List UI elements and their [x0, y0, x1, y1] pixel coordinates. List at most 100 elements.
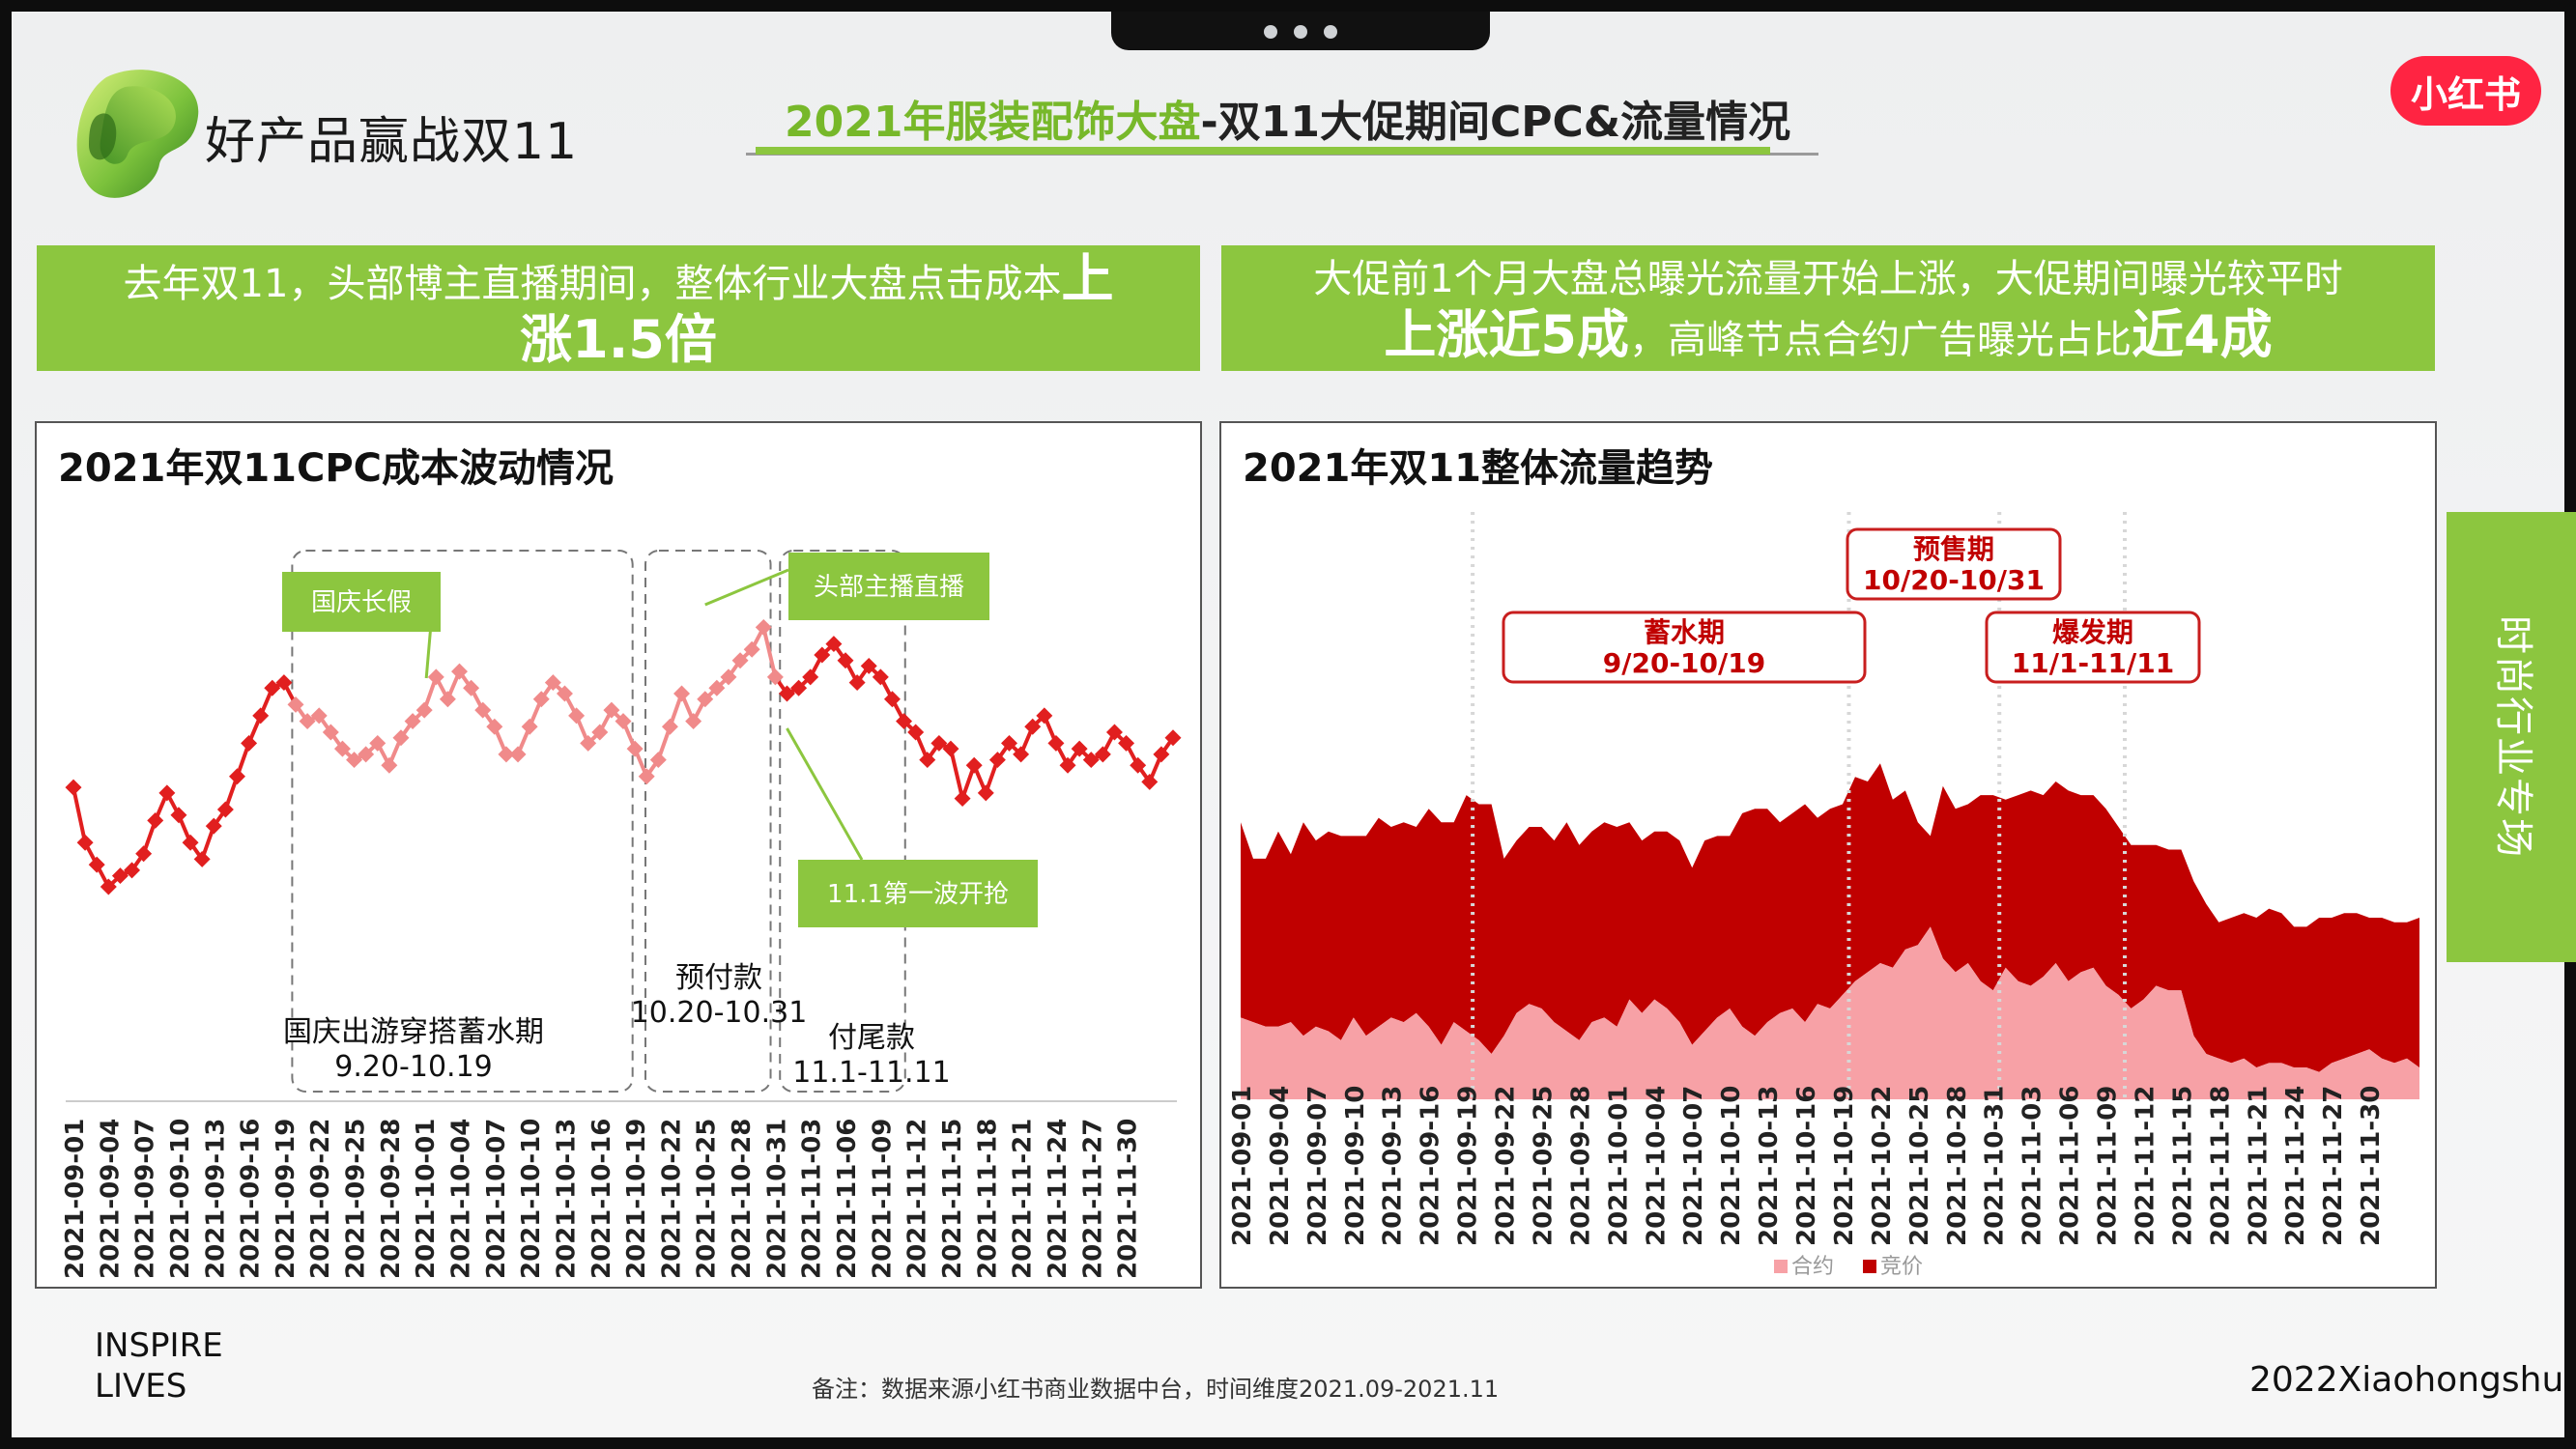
- cpc-point: [322, 724, 339, 741]
- cpc-point: [532, 691, 550, 708]
- cpc-point: [977, 784, 994, 802]
- cpc-point: [872, 668, 889, 686]
- phase-range: 11/1-11/11: [2012, 647, 2174, 679]
- x-tick-label: 2021-10-10: [1717, 1086, 1746, 1246]
- x-tick-label: 2021-10-25: [693, 1119, 722, 1279]
- cpc-point: [661, 718, 678, 735]
- cpc-point: [825, 636, 843, 653]
- cpc-point: [766, 668, 784, 686]
- cpc-point: [1130, 756, 1147, 774]
- cpc-chart-title: 2021年双11CPC成本波动情况: [58, 446, 615, 491]
- cpc-point: [486, 718, 503, 735]
- x-tick-label: 2021-09-22: [306, 1119, 335, 1279]
- x-tick-label: 2021-09-07: [131, 1119, 160, 1279]
- callout-label: 11.1第一波开抢: [827, 880, 1009, 909]
- period-label-name: 预付款: [675, 961, 762, 995]
- cpc-point: [988, 752, 1006, 769]
- cpc-point: [896, 713, 913, 730]
- side-tab-fashion[interactable]: 时尚行业专场: [2447, 512, 2576, 962]
- page-title-green: 2021年服装配饰大盘: [785, 98, 1201, 147]
- x-tick-label: 2021-10-04: [1642, 1086, 1671, 1246]
- cpc-point: [521, 718, 538, 735]
- traffic-chart-title: 2021年双11整体流量趋势: [1243, 446, 1713, 491]
- cpc-point: [451, 663, 468, 680]
- cpc-line-segment: [761, 626, 778, 678]
- x-tick-label: 2021-10-19: [1830, 1086, 1859, 1246]
- cpc-point: [556, 685, 573, 702]
- cpc-point: [954, 790, 971, 808]
- x-tick-label: 2021-11-24: [2281, 1086, 2310, 1246]
- cpc-point: [1047, 734, 1065, 752]
- phase-name: 蓄水期: [1644, 616, 1725, 648]
- cpc-point: [88, 856, 105, 873]
- cpc-point: [755, 618, 772, 636]
- period-label-name: 付尾款: [828, 1021, 915, 1055]
- cpc-point: [275, 674, 293, 692]
- x-tick-label: 2021-09-01: [61, 1119, 90, 1279]
- cpc-point: [1105, 724, 1123, 741]
- inspire-line: INSPIRE: [95, 1326, 223, 1365]
- cpc-point: [333, 740, 351, 757]
- x-tick-label: 2021-10-22: [1868, 1086, 1897, 1246]
- x-tick-label: 2021-09-10: [1341, 1086, 1370, 1246]
- cpc-point: [287, 696, 304, 713]
- dot-icon: [1294, 25, 1307, 39]
- lives-line: LIVES: [95, 1367, 187, 1406]
- x-tick-label: 2021-10-25: [1905, 1086, 1934, 1246]
- phase-name: 预售期: [1913, 533, 1994, 565]
- x-tick-label: 2021-11-09: [868, 1119, 897, 1279]
- x-tick-label: 2021-11-09: [2094, 1086, 2123, 1246]
- x-tick-label: 2021-09-10: [166, 1119, 195, 1279]
- cpc-line-segment: [72, 786, 88, 843]
- phase-box: [1846, 527, 2062, 601]
- cpc-point: [170, 807, 187, 824]
- cpc-point: [76, 834, 94, 851]
- x-tick-label: 2021-11-15: [938, 1119, 967, 1279]
- side-tab-label: 时尚行业专场: [2491, 615, 2535, 859]
- x-tick-label: 2021-09-25: [342, 1119, 371, 1279]
- x-tick-label: 2021-11-30: [1114, 1119, 1143, 1279]
- cpc-point: [369, 734, 386, 752]
- cpc-point: [603, 701, 620, 719]
- x-tick-label: 2021-11-06: [833, 1119, 862, 1279]
- x-tick-label: 2021-09-16: [237, 1119, 266, 1279]
- cpc-point: [358, 746, 375, 763]
- x-tick-label: 2021-11-27: [1078, 1119, 1107, 1279]
- cpc-point: [708, 679, 726, 696]
- cpc-point: [779, 685, 795, 702]
- cpc-point: [182, 834, 199, 851]
- cpc-point: [942, 740, 959, 757]
- x-tick-label: 2021-09-28: [1566, 1086, 1595, 1246]
- cpc-point: [147, 811, 164, 829]
- x-tick-label: 2021-10-04: [447, 1119, 476, 1279]
- phase-range: 10/20-10/31: [1863, 564, 2045, 596]
- cpc-point: [100, 878, 117, 895]
- banner-right-text: 大促前1个月大盘总曝光流量开始上涨，大促期间曝光较平时: [1313, 257, 2343, 301]
- x-tick-label: 2021-10-13: [552, 1119, 581, 1279]
- summary-banner-left: 去年双11，头部博主直播期间，整体行业大盘点击成本上 涨1.5倍: [37, 245, 1200, 371]
- contract-area-series: [1241, 926, 2419, 1099]
- cpc-point: [837, 652, 854, 669]
- cpc-chart-panel: 2021年双11CPC成本波动情况 国庆长假 头部主播直播 11.1第一波开抢 国庆出…: [35, 421, 1202, 1289]
- banner-left-text: 去年双11，头部博主直播期间，整体行业大盘点击成本: [123, 262, 1062, 306]
- legend-swatch-contract: [1774, 1260, 1788, 1273]
- cpc-point: [591, 724, 609, 741]
- legend-label-bid: 竞价: [1880, 1255, 1923, 1279]
- banner-left-bold: 上: [1061, 248, 1114, 309]
- cpc-point: [649, 752, 667, 769]
- x-tick-label: 2021-11-21: [2244, 1086, 2273, 1246]
- cpc-point: [720, 668, 737, 686]
- cpc-point: [802, 668, 819, 686]
- cpc-point: [568, 707, 586, 724]
- phase-box: [1502, 611, 1867, 684]
- cpc-point: [158, 784, 176, 802]
- cpc-point: [65, 779, 82, 796]
- cpc-point: [111, 867, 129, 885]
- cpc-point: [626, 740, 644, 757]
- cpc-point: [193, 850, 211, 867]
- x-tick-label: 2021-10-31: [1981, 1086, 2010, 1246]
- x-tick-label: 2021-10-07: [482, 1119, 511, 1279]
- cpc-point: [205, 817, 222, 835]
- period-box: [291, 550, 634, 1093]
- dot-icon: [1324, 25, 1337, 39]
